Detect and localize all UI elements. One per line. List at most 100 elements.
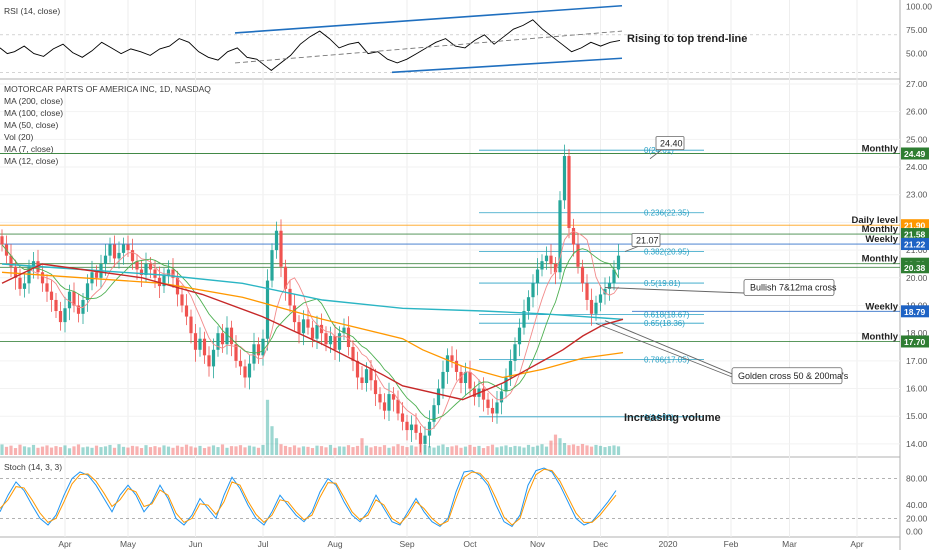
candle-body bbox=[166, 269, 171, 276]
price-legend: MOTORCAR PARTS OF AMERICA INC, 1D, NASDA… bbox=[4, 84, 211, 166]
price-tag: 21.90 bbox=[904, 221, 926, 231]
volume-bar bbox=[585, 445, 589, 455]
volume-bar bbox=[409, 445, 414, 455]
volume-bar bbox=[414, 446, 418, 455]
volume-bar bbox=[171, 447, 175, 455]
volume-bar bbox=[247, 445, 252, 455]
volume-bar bbox=[477, 445, 481, 455]
candle-body bbox=[508, 360, 513, 378]
volume-bar bbox=[202, 448, 207, 455]
stoch-title: Stoch (14, 3, 3) bbox=[4, 462, 62, 472]
candle-body bbox=[45, 283, 49, 292]
candle-body bbox=[310, 327, 315, 339]
volume-bar bbox=[495, 447, 499, 455]
candle-body bbox=[184, 305, 189, 317]
volume-bar bbox=[81, 447, 85, 455]
candle-body bbox=[31, 261, 36, 267]
candle-body bbox=[589, 299, 594, 314]
volume-bar bbox=[243, 447, 247, 455]
candle-body bbox=[369, 369, 373, 381]
volume-bar bbox=[193, 447, 198, 455]
candle-body bbox=[153, 269, 157, 278]
volume-bar bbox=[445, 447, 450, 455]
candle-body bbox=[18, 277, 22, 289]
price-tag-bg bbox=[901, 147, 929, 160]
price-tag: 21.22 bbox=[904, 240, 926, 250]
ma100-line bbox=[1, 271, 624, 379]
volume-bar bbox=[216, 447, 220, 455]
volume-bar bbox=[333, 447, 337, 455]
candle-body bbox=[360, 377, 364, 384]
volume-bar bbox=[270, 426, 274, 455]
volume-bar bbox=[607, 446, 612, 455]
candle-body bbox=[283, 266, 288, 289]
candle-body bbox=[135, 261, 139, 270]
time-tick: Nov bbox=[530, 539, 546, 549]
candle-body bbox=[202, 338, 207, 356]
ma200-line bbox=[1, 263, 624, 320]
legend-item: MA (50, close) bbox=[4, 120, 58, 130]
legend-item: MA (200, close) bbox=[4, 96, 63, 106]
candle-body bbox=[387, 394, 391, 411]
candle-body bbox=[459, 371, 463, 384]
candle-body bbox=[81, 299, 85, 314]
candle-body bbox=[261, 338, 265, 356]
candle-body bbox=[616, 255, 621, 270]
volume-bar bbox=[4, 446, 9, 455]
candle-body bbox=[432, 405, 436, 422]
volume-bar bbox=[576, 445, 580, 455]
candle-body bbox=[63, 308, 67, 323]
volume-bar bbox=[117, 444, 121, 455]
candle-body bbox=[513, 344, 517, 361]
volume-bar bbox=[108, 444, 112, 455]
candle-body bbox=[328, 335, 333, 345]
fib-label: 0.236(22.35) bbox=[644, 209, 690, 218]
candle-body bbox=[9, 255, 13, 267]
volume-bar bbox=[468, 444, 472, 455]
legend-item: MA (12, close) bbox=[4, 156, 58, 166]
price-tick: 15.00 bbox=[906, 411, 928, 421]
volume-bar bbox=[130, 445, 135, 455]
volume-bar bbox=[225, 447, 229, 455]
volume-bar bbox=[292, 445, 297, 455]
volume-bar bbox=[490, 444, 495, 455]
candle-body bbox=[571, 227, 576, 245]
candle-body bbox=[540, 261, 544, 270]
callout-text: Bullish 7&12ma cross bbox=[750, 282, 837, 292]
volume-bar bbox=[180, 446, 184, 455]
price-tag: 20.38 bbox=[904, 263, 926, 273]
volume-bar bbox=[166, 446, 171, 455]
candle-body bbox=[193, 333, 198, 350]
candle-body bbox=[490, 407, 495, 414]
candle-body bbox=[297, 322, 301, 334]
volume-bar bbox=[481, 448, 486, 455]
candle-body bbox=[72, 291, 76, 306]
stoch-tick: 40.00 bbox=[906, 500, 928, 510]
volume-bar bbox=[531, 446, 535, 455]
volume-bar bbox=[355, 445, 360, 455]
candle-body bbox=[54, 299, 58, 312]
candle-body bbox=[144, 263, 148, 276]
time-tick: Apr bbox=[850, 539, 863, 549]
fib-label: 0.786(17.05) bbox=[644, 355, 690, 364]
price-tag: 24.49 bbox=[904, 149, 926, 159]
volume-bar bbox=[126, 447, 130, 455]
candle-body bbox=[189, 316, 193, 334]
volume-bar bbox=[234, 446, 238, 455]
volume-bar bbox=[612, 445, 616, 455]
level-label: Monthly bbox=[862, 254, 899, 265]
volume-bar bbox=[121, 446, 126, 455]
volume-bar bbox=[90, 447, 94, 455]
volume-bar bbox=[553, 434, 558, 455]
volume-bar bbox=[31, 444, 36, 455]
volume-bar bbox=[63, 445, 67, 455]
candle-body bbox=[265, 280, 270, 339]
candle-body bbox=[112, 244, 117, 259]
candle-body bbox=[346, 327, 351, 348]
volume-bar bbox=[405, 447, 409, 455]
candle-body bbox=[414, 424, 418, 433]
candle-body bbox=[486, 399, 490, 408]
candle-body bbox=[495, 402, 499, 414]
candle-body bbox=[315, 324, 319, 339]
volume-bar bbox=[67, 448, 72, 455]
